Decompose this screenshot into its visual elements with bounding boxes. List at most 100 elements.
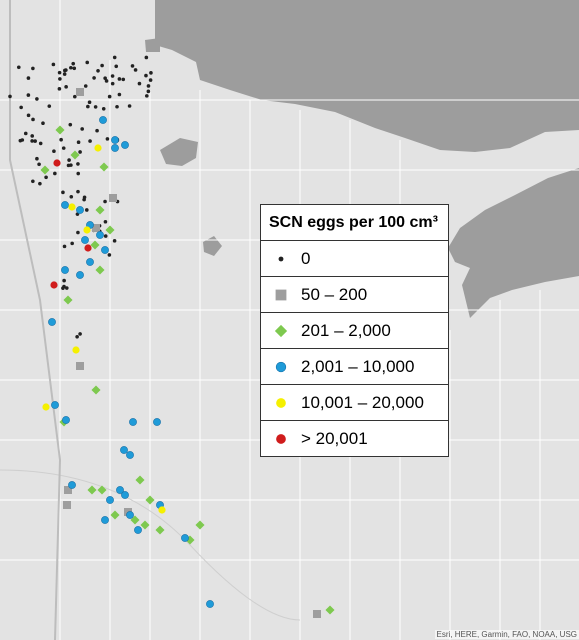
- square-symbol: [76, 362, 84, 370]
- circle-symbol: [206, 600, 214, 608]
- circle-symbol: [99, 116, 107, 124]
- circle-symbol: [116, 486, 124, 494]
- dot-symbol: [107, 94, 112, 99]
- dot-symbol: [148, 78, 153, 82]
- square-symbol: [109, 194, 117, 202]
- dot-symbol: [82, 197, 86, 202]
- dot-symbol: [31, 117, 35, 122]
- dot-symbol: [88, 139, 92, 143]
- legend-item: 2,001 – 10,000: [261, 349, 448, 385]
- dot-symbol: [146, 89, 151, 94]
- dot-symbol: [144, 73, 148, 78]
- dot-symbol: [130, 64, 135, 68]
- circle-symbol: [121, 141, 129, 149]
- dot-symbol: [80, 127, 84, 131]
- dot-symbol: [62, 244, 67, 249]
- circle-symbol: [101, 246, 109, 254]
- dot-symbol: [53, 171, 57, 176]
- square-symbol: [64, 486, 72, 494]
- dot-symbol: [137, 81, 142, 86]
- circle-symbol: [84, 244, 92, 252]
- circle-symbol: [276, 397, 286, 408]
- circle-symbol: [76, 271, 84, 279]
- dot-symbol: [33, 139, 37, 143]
- circle-symbol: [181, 534, 189, 542]
- dot-symbol: [86, 104, 90, 109]
- dot-symbol: [115, 104, 119, 109]
- diamond-symbol: [97, 485, 107, 495]
- circle-symbol: [120, 446, 128, 454]
- diamond-symbol: [274, 324, 288, 337]
- dot-symbol: [61, 190, 65, 195]
- circle-symbol: [111, 144, 119, 152]
- diamond-symbol: [40, 165, 50, 175]
- dot-symbol: [67, 158, 71, 162]
- dot-symbol: [63, 68, 67, 73]
- dot-symbol: [26, 93, 31, 97]
- dot-symbol: [66, 163, 71, 168]
- legend-item: 201 – 2,000: [261, 313, 448, 349]
- diamond-symbol: [90, 240, 100, 250]
- dot-symbol: [19, 105, 23, 110]
- dot-symbol: [68, 122, 73, 127]
- circle-symbol: [50, 281, 58, 289]
- dot-symbol: [38, 141, 43, 146]
- dot-symbol: [72, 66, 77, 71]
- dot-symbol: [101, 106, 106, 111]
- circle-symbol: [111, 136, 119, 144]
- dot-symbol: [69, 194, 74, 199]
- dot-symbol: [61, 146, 66, 150]
- diamond-symbol: [325, 605, 335, 615]
- legend-symbol: [275, 289, 287, 300]
- dot-symbol: [105, 137, 110, 141]
- dot-symbol: [65, 286, 69, 290]
- dot-symbol: [78, 150, 82, 154]
- dot-symbol: [57, 70, 62, 75]
- dot-symbol: [110, 81, 115, 86]
- dot-symbol: [20, 138, 25, 142]
- dot-symbol: [146, 84, 151, 88]
- diamond-symbol: [195, 520, 205, 530]
- circle-symbol: [121, 491, 129, 499]
- dot-symbol: [51, 62, 56, 67]
- circle-symbol: [101, 516, 109, 524]
- legend-item: 50 – 200: [261, 277, 448, 313]
- diamond-symbol: [55, 125, 65, 135]
- square-symbol: [76, 88, 84, 96]
- dot-symbol: [83, 84, 88, 88]
- water-bodies: [145, 0, 579, 318]
- dot-symbol: [35, 97, 39, 101]
- legend-label: 2,001 – 10,000: [301, 356, 415, 376]
- circle-symbol: [106, 496, 114, 504]
- dot-symbol: [85, 208, 89, 212]
- dot-symbol: [73, 94, 77, 99]
- diamond-symbol: [110, 510, 120, 520]
- dot-symbol: [44, 175, 48, 180]
- circle-symbol: [51, 401, 59, 409]
- legend-symbol: [276, 433, 286, 444]
- circle-symbol: [83, 226, 91, 234]
- dot-symbol: [103, 219, 108, 224]
- dot-symbol: [41, 121, 45, 126]
- dot-symbol: [103, 199, 107, 204]
- dot-symbol: [92, 76, 96, 80]
- dot-symbol: [62, 72, 67, 76]
- circle-symbol: [81, 236, 89, 244]
- circle-symbol: [134, 526, 142, 534]
- dot-symbol: [57, 87, 62, 91]
- legend-item: 10,001 – 20,000: [261, 385, 448, 421]
- dot-symbol: [26, 76, 31, 80]
- circle-symbol: [158, 506, 166, 514]
- dot-symbol: [64, 85, 68, 89]
- diamond-symbol: [135, 475, 145, 485]
- square-symbol: [63, 501, 71, 509]
- legend-symbol: [274, 324, 288, 337]
- legend-symbol: [278, 256, 284, 261]
- dot-symbol: [144, 55, 149, 60]
- circle-symbol: [94, 144, 102, 152]
- attribution: Esri, HERE, Garmin, FAO, NOAA, USG: [434, 630, 579, 639]
- dot-symbol: [76, 189, 80, 194]
- circle-symbol: [62, 416, 70, 424]
- dot-symbol: [107, 253, 112, 257]
